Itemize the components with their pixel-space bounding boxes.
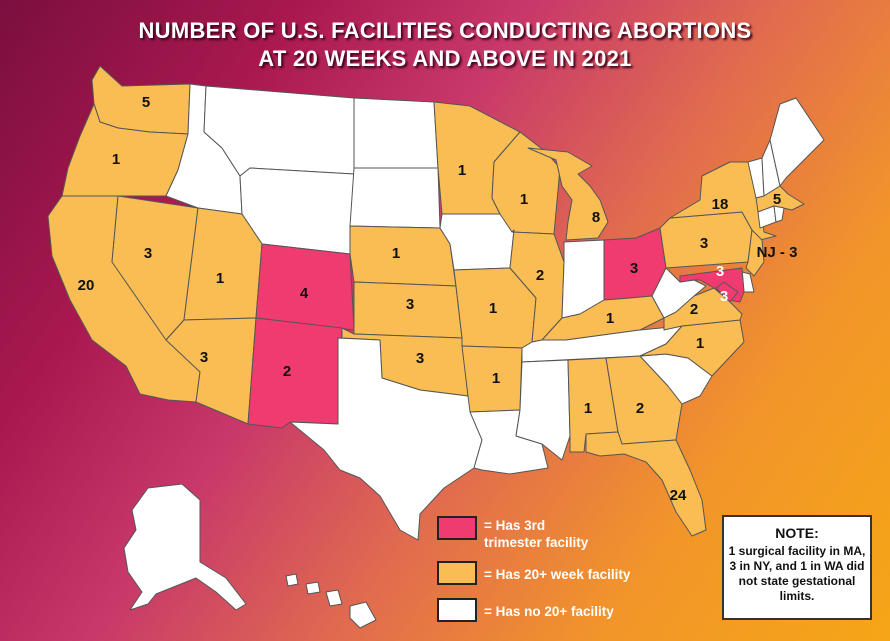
state-south-dakota: [349, 167, 441, 229]
label-va: 2: [690, 301, 698, 318]
label-ar: 1: [492, 370, 500, 387]
label-ca: 20: [78, 277, 95, 294]
label-ok: 3: [416, 350, 424, 367]
legend-label-20-week: = Has 20+ week facility: [484, 567, 631, 582]
state-hawaii-3: [325, 589, 343, 607]
state-hawaii-2: [305, 581, 321, 595]
legend-label-third-trimester: = Has 3rd trimester facility: [484, 518, 589, 550]
state-florida: [585, 431, 707, 537]
label-fl: 24: [670, 487, 687, 504]
legend-swatch-third-trimester: [437, 516, 477, 540]
label-mn: 1: [458, 162, 466, 179]
title-line-2: AT 20 WEEKS AND ABOVE IN 2021: [258, 46, 632, 71]
legend-swatch-20-week: [437, 561, 477, 585]
label-ga: 2: [636, 400, 644, 417]
label-al: 1: [584, 400, 592, 417]
legend-label-none: = Has no 20+ facility: [484, 604, 614, 619]
state-dc: [715, 281, 739, 303]
label-nj: NJ - 3: [757, 244, 798, 261]
label-co: 4: [300, 285, 309, 302]
label-nm: 2: [283, 363, 291, 380]
state-alaska: [123, 483, 247, 611]
label-az: 3: [200, 349, 208, 366]
label-wi: 1: [520, 191, 528, 208]
state-hawaii-4: [349, 601, 377, 629]
state-nebraska: [349, 225, 457, 287]
label-ne: 1: [392, 245, 400, 262]
label-nc: 1: [696, 335, 704, 352]
note-box: NOTE: 1 surgical facility in MA, 3 in NY…: [722, 515, 872, 620]
state-north-dakota: [353, 97, 439, 169]
state-new-mexico: [247, 317, 343, 429]
state-texas: [289, 337, 483, 541]
label-ma: 5: [773, 191, 781, 208]
state-north-carolina: [639, 319, 745, 377]
title-line-1: NUMBER OF U.S. FACILITIES CONDUCTING ABO…: [138, 18, 752, 43]
label-ut: 1: [216, 270, 224, 287]
state-maine: [769, 97, 825, 187]
label-ky: 1: [606, 310, 614, 327]
label-dc: 3: [720, 288, 728, 305]
state-michigan: [527, 147, 609, 241]
label-pa: 3: [700, 235, 708, 252]
state-new-jersey: [745, 229, 765, 277]
note-title: NOTE:: [775, 525, 819, 541]
label-ks: 3: [406, 296, 414, 313]
label-wa: 5: [142, 94, 150, 111]
label-or: 1: [112, 151, 120, 168]
label-il: 2: [536, 267, 544, 284]
legend-swatch-none: [437, 598, 477, 622]
label-mo: 1: [489, 300, 497, 317]
label-mi: 8: [592, 209, 600, 226]
label-md: 3: [716, 263, 724, 280]
label-ny: 18: [712, 196, 729, 213]
state-virginia: [663, 287, 743, 331]
state-rhode-island: [773, 205, 785, 223]
note-body: 1 surgical facility in MA, 3 in NY, and …: [728, 544, 866, 603]
label-oh: 3: [630, 260, 638, 277]
label-nv: 3: [144, 245, 152, 262]
state-hawaii-1: [285, 573, 299, 587]
